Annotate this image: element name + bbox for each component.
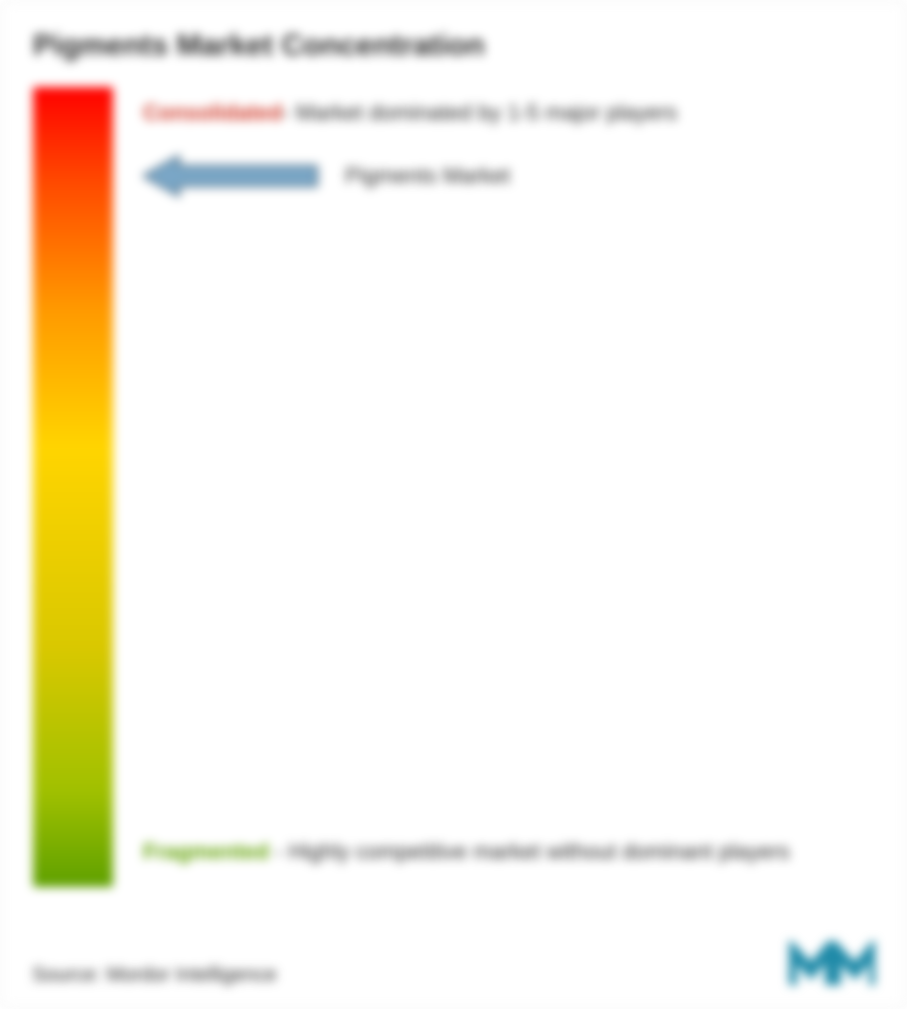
- consolidated-lead: Consolidated: [143, 100, 282, 125]
- chart-title: Pigments Market Concentration: [33, 29, 874, 63]
- labels-column: Consolidated- Market dominated by 1-5 ma…: [143, 87, 874, 887]
- consolidated-rest: - Market dominated by 1-5 major players: [282, 100, 677, 125]
- brand-logo-icon: [789, 941, 875, 987]
- gradient-ramp: [33, 87, 113, 887]
- fragmented-rest: - Highly competitive market without domi…: [269, 839, 790, 864]
- concentration-card: Pigments Market Concentration Consolidat…: [0, 0, 907, 1009]
- source-text: Source: Mordor Intelligence: [32, 964, 277, 987]
- fragmented-block: Fragmented - Highly competitive market w…: [143, 826, 874, 879]
- chart-row: Consolidated- Market dominated by 1-5 ma…: [33, 87, 874, 887]
- fragmented-lead: Fragmented: [143, 839, 269, 864]
- footer: Source: Mordor Intelligence: [0, 941, 907, 1009]
- consolidated-block: Consolidated- Market dominated by 1-5 ma…: [143, 87, 874, 203]
- arrow-label: Pigments Market: [345, 150, 510, 203]
- arrow-row: Pigments Market: [143, 150, 874, 203]
- arrow-icon: [143, 154, 319, 198]
